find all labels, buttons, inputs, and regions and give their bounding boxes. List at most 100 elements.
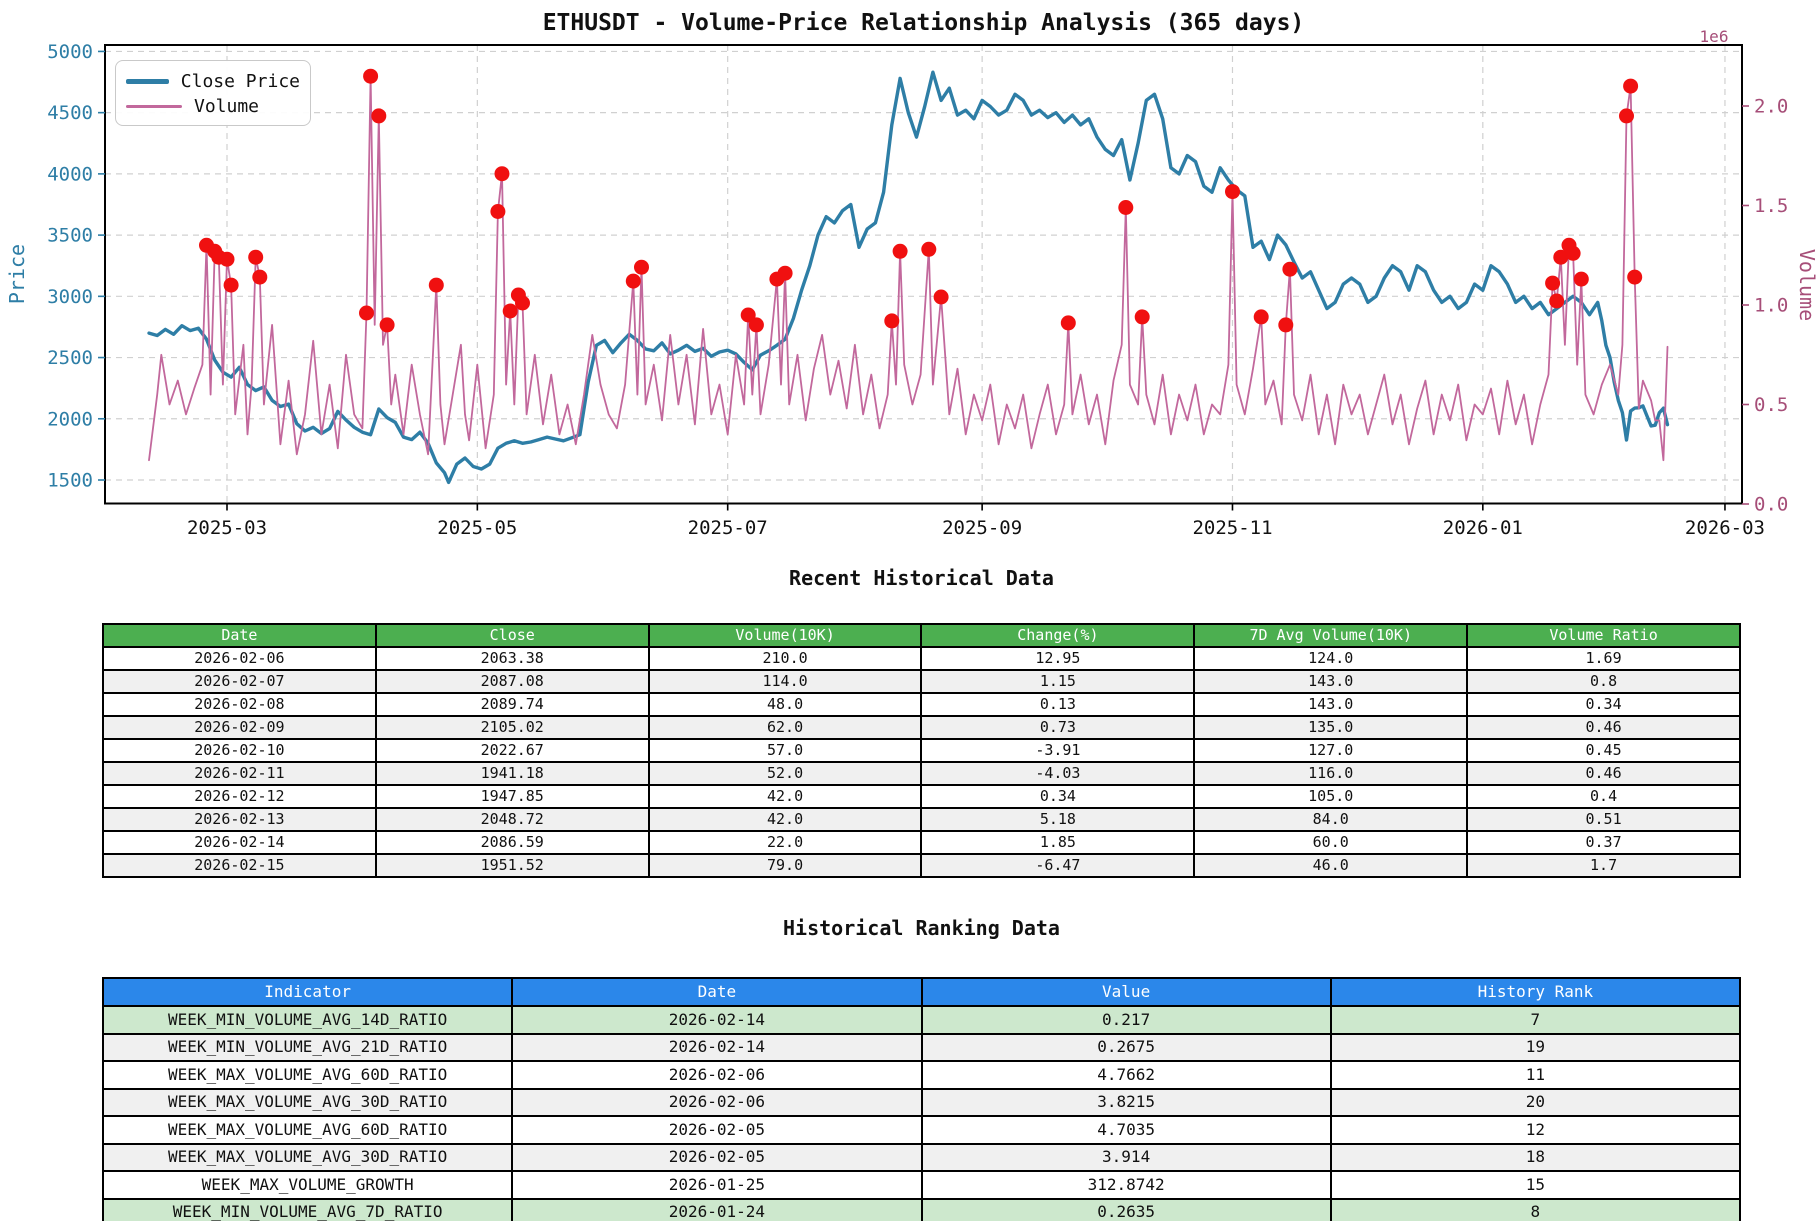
table-cell: 0.2635 <box>920 1197 1332 1221</box>
x-tick-label: 2026-01 <box>1443 517 1523 539</box>
volume-axis-label: Volume <box>1795 249 1818 321</box>
x-tick-label: 2025-09 <box>942 517 1022 539</box>
price-tick-label: 5000 <box>47 41 93 63</box>
table-cell: 0.2675 <box>920 1032 1332 1062</box>
table-cell: 19 <box>1329 1032 1742 1062</box>
table-row: WEEK_MIN_VOLUME_AVG_7D_RATIO 2026-01-24 0.… <box>101 1197 1742 1221</box>
table-cell: 42.0 <box>647 784 923 809</box>
table-row: 2026-02-06 2063.38 210.0 12.95 124.0 1.69 <box>102 646 1741 671</box>
volume-price-chart: 2025-03 2025-05 2025-07 2025-09 2025-11 2026-… <box>5 27 1818 539</box>
table-cell: 18 <box>1329 1142 1742 1172</box>
volume-spike-marker <box>248 249 264 265</box>
table-cell: 1951.52 <box>374 853 650 878</box>
table-cell: 0.46 <box>1466 761 1741 786</box>
column-header: Volume(10K) <box>647 623 923 648</box>
table-cell: 2026-02-06 <box>511 1060 923 1090</box>
table-cell: 3.914 <box>920 1142 1332 1172</box>
volume-spike-marker <box>777 265 793 281</box>
volume-spike-marker <box>933 289 949 305</box>
table-cell: 0.13 <box>920 692 1196 717</box>
table-cell: 2026-02-12 <box>102 784 377 809</box>
close-price-line-swatch <box>126 79 169 84</box>
table-row: 2026-02-15 1951.52 79.0 -6.47 46.0 1.7 <box>102 853 1741 878</box>
volume-spike-marker <box>1225 184 1240 200</box>
volume-spike-marker <box>1619 108 1634 124</box>
column-header: Indicator <box>101 977 514 1007</box>
table-row: WEEK_MAX_VOLUME_AVG_60D_RATIO 2026-02-05 4… <box>101 1115 1742 1145</box>
table-cell: 8 <box>1329 1197 1742 1221</box>
table-cell: 1.15 <box>920 669 1196 694</box>
volume-line <box>148 75 1669 462</box>
table-cell: 0.217 <box>920 1005 1332 1035</box>
table-cell: 116.0 <box>1193 761 1469 786</box>
table-cell: 3.8215 <box>920 1087 1332 1117</box>
price-tick-label: 2500 <box>47 347 93 369</box>
table-cell: WEEK_MIN_VOLUME_AVG_21D_RATIO <box>101 1032 514 1062</box>
table-cell: 20 <box>1329 1087 1742 1117</box>
chart-legend: Close Price Volume <box>115 60 311 126</box>
column-header: Change(%) <box>920 623 1196 648</box>
table-cell: WEEK_MAX_VOLUME_AVG_60D_RATIO <box>101 1060 514 1090</box>
volume-tick-label: 1.0 <box>1754 295 1788 317</box>
table-cell: 2026-02-05 <box>511 1142 923 1172</box>
table-cell: 1941.18 <box>374 761 650 786</box>
table-cell: 105.0 <box>1193 784 1469 809</box>
table-cell: 0.4 <box>1466 784 1741 809</box>
table-cell: -3.91 <box>920 738 1196 763</box>
price-tick-label: 4500 <box>47 102 93 124</box>
table-cell: 60.0 <box>1193 830 1469 855</box>
table-cell: 2086.59 <box>374 830 650 855</box>
table-cell: WEEK_MAX_VOLUME_AVG_30D_RATIO <box>101 1142 514 1172</box>
volume-tick-label: 0.0 <box>1754 494 1788 516</box>
table-cell: 0.37 <box>1466 830 1741 855</box>
table-cell: 1.85 <box>920 830 1196 855</box>
table-cell: 0.46 <box>1466 715 1741 740</box>
table-row: 2026-02-13 2048.72 42.0 5.18 84.0 0.51 <box>102 807 1741 832</box>
volume-spike-marker <box>748 317 764 333</box>
x-tick-label: 2025-11 <box>1192 517 1272 539</box>
legend-entry-volume: Volume <box>126 94 300 119</box>
table-cell: -4.03 <box>920 761 1196 786</box>
table-cell: 1.69 <box>1466 646 1741 671</box>
table-row: WEEK_MIN_VOLUME_AVG_21D_RATIO 2026-02-14 0… <box>101 1032 1742 1062</box>
table-cell: 62.0 <box>647 715 923 740</box>
price-tick-label: 4000 <box>47 163 93 185</box>
table-cell: 2026-02-06 <box>102 646 377 671</box>
table-cell: 7 <box>1329 1005 1742 1035</box>
volume-spike-marker <box>219 251 235 267</box>
table-row: 2026-02-14 2086.59 22.0 1.85 60.0 0.37 <box>102 830 1741 855</box>
column-header: Volume Ratio <box>1466 623 1741 648</box>
price-axis-label: Price <box>5 244 29 304</box>
legend-label-close-price: Close Price <box>180 71 300 92</box>
table-cell: 135.0 <box>1193 715 1469 740</box>
chart-title: ETHUSDT - Volume-Price Relationship Anal… <box>542 10 1305 36</box>
volume-tick-label: 1.5 <box>1754 195 1788 217</box>
recent-historical-data-title: Recent Historical Data <box>789 566 1054 590</box>
table-cell: 0.8 <box>1466 669 1741 694</box>
price-tick-label: 2000 <box>47 408 93 430</box>
table-cell: 2026-02-10 <box>102 738 377 763</box>
table-cell: 2026-02-15 <box>102 853 377 878</box>
volume-spike-marker <box>1549 293 1565 309</box>
table-cell: 1.7 <box>1466 853 1741 878</box>
recent-historical-data-table: Date Close Volume(10K) Change(%) 7D Avg Volu… <box>102 623 1741 878</box>
volume-spike-marker <box>223 277 239 293</box>
table-row: 2026-02-09 2105.02 62.0 0.73 135.0 0.46 <box>102 715 1741 740</box>
table-cell: 57.0 <box>647 738 923 763</box>
volume-spike-marker <box>359 305 374 321</box>
volume-spike-marker <box>428 277 444 293</box>
table-cell: -6.47 <box>920 853 1196 878</box>
column-header: Date <box>102 623 377 648</box>
table-cell: 143.0 <box>1193 669 1469 694</box>
table-cell: 22.0 <box>647 830 923 855</box>
table-cell: 42.0 <box>647 807 923 832</box>
volume-spike-marker <box>1627 269 1643 285</box>
volume-spike-marker <box>515 295 530 311</box>
table-cell: 11 <box>1329 1060 1742 1090</box>
table-cell: 127.0 <box>1193 738 1469 763</box>
price-tick-label: 3000 <box>47 286 93 308</box>
table-row: WEEK_MAX_VOLUME_AVG_30D_RATIO 2026-02-06 3… <box>101 1087 1742 1117</box>
table-cell: 2105.02 <box>374 715 650 740</box>
table-cell: 2026-02-14 <box>102 830 377 855</box>
table-cell: 1947.85 <box>374 784 650 809</box>
